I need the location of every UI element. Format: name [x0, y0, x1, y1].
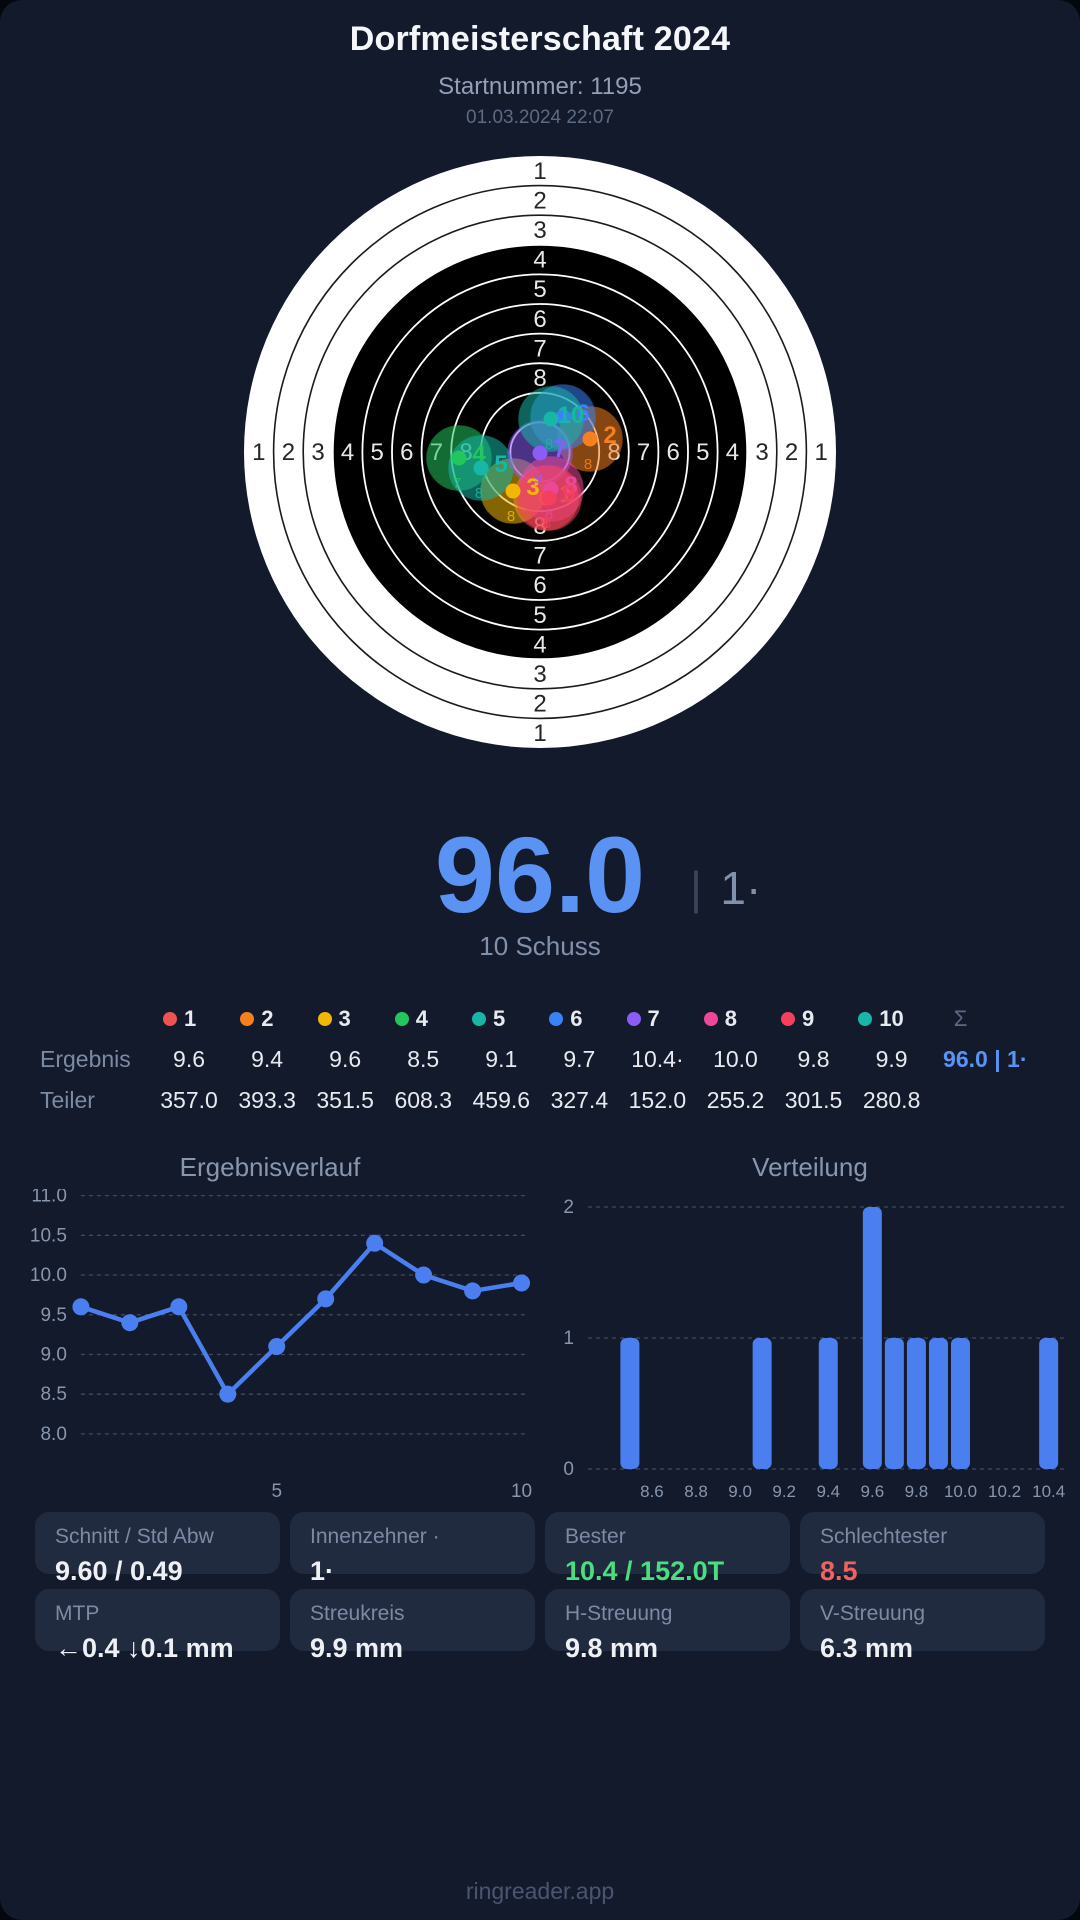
svg-text:4: 4 — [726, 439, 739, 466]
svg-text:9: 9 — [534, 470, 542, 487]
svg-text:10: 10 — [511, 1481, 532, 1502]
svg-text:6: 6 — [533, 572, 546, 599]
svg-text:9.0: 9.0 — [728, 1482, 752, 1501]
svg-text:5: 5 — [533, 276, 546, 303]
svg-text:3: 3 — [533, 217, 546, 244]
svg-text:10.5: 10.5 — [30, 1225, 67, 1246]
svg-text:5: 5 — [494, 451, 507, 478]
svg-text:8: 8 — [584, 456, 592, 473]
svg-text:5: 5 — [271, 1481, 282, 1502]
svg-text:7: 7 — [637, 439, 650, 466]
svg-text:9.5: 9.5 — [40, 1305, 66, 1326]
svg-text:4: 4 — [533, 247, 546, 274]
svg-text:3: 3 — [533, 661, 546, 688]
svg-text:9.0: 9.0 — [40, 1344, 66, 1365]
svg-text:1: 1 — [252, 439, 265, 466]
svg-text:5: 5 — [371, 439, 384, 466]
svg-text:8.6: 8.6 — [640, 1482, 664, 1501]
svg-text:2: 2 — [603, 422, 616, 449]
svg-text:7: 7 — [453, 475, 461, 492]
svg-text:1: 1 — [563, 1328, 574, 1349]
svg-text:8: 8 — [507, 508, 515, 525]
svg-text:7: 7 — [533, 335, 546, 362]
svg-text:1: 1 — [533, 720, 546, 747]
svg-text:9.4: 9.4 — [816, 1482, 840, 1501]
svg-text:8: 8 — [475, 485, 483, 502]
svg-text:8.0: 8.0 — [40, 1424, 66, 1445]
svg-text:9.8: 9.8 — [905, 1482, 929, 1501]
svg-text:1: 1 — [533, 158, 546, 185]
svg-text:2: 2 — [785, 439, 798, 466]
svg-text:10.0: 10.0 — [30, 1265, 67, 1286]
svg-text:1: 1 — [815, 439, 828, 466]
svg-text:9: 9 — [562, 481, 575, 508]
svg-text:6: 6 — [533, 306, 546, 333]
svg-text:2: 2 — [533, 187, 546, 214]
svg-text:4: 4 — [341, 439, 354, 466]
svg-text:11.0: 11.0 — [31, 1189, 67, 1207]
svg-text:2: 2 — [282, 439, 295, 466]
svg-text:2: 2 — [533, 691, 546, 718]
svg-text:6: 6 — [400, 439, 413, 466]
svg-text:8.8: 8.8 — [684, 1482, 708, 1501]
svg-text:6: 6 — [667, 439, 680, 466]
svg-text:8: 8 — [543, 515, 551, 532]
svg-text:3: 3 — [755, 439, 768, 466]
svg-text:10: 10 — [558, 402, 585, 429]
svg-text:3: 3 — [311, 439, 324, 466]
svg-text:7: 7 — [553, 436, 566, 463]
svg-text:0: 0 — [563, 1459, 574, 1480]
svg-text:8.5: 8.5 — [40, 1384, 66, 1405]
svg-text:9.2: 9.2 — [772, 1482, 796, 1501]
svg-text:5: 5 — [696, 439, 709, 466]
svg-text:8: 8 — [545, 436, 553, 453]
svg-text:4: 4 — [533, 631, 546, 658]
svg-text:7: 7 — [533, 543, 546, 570]
svg-text:10.0: 10.0 — [944, 1482, 977, 1501]
svg-text:5: 5 — [533, 602, 546, 629]
svg-text:9.6: 9.6 — [861, 1482, 885, 1501]
svg-text:10.2: 10.2 — [988, 1482, 1021, 1501]
svg-text:10.4: 10.4 — [1032, 1482, 1065, 1501]
svg-text:2: 2 — [563, 1197, 574, 1218]
